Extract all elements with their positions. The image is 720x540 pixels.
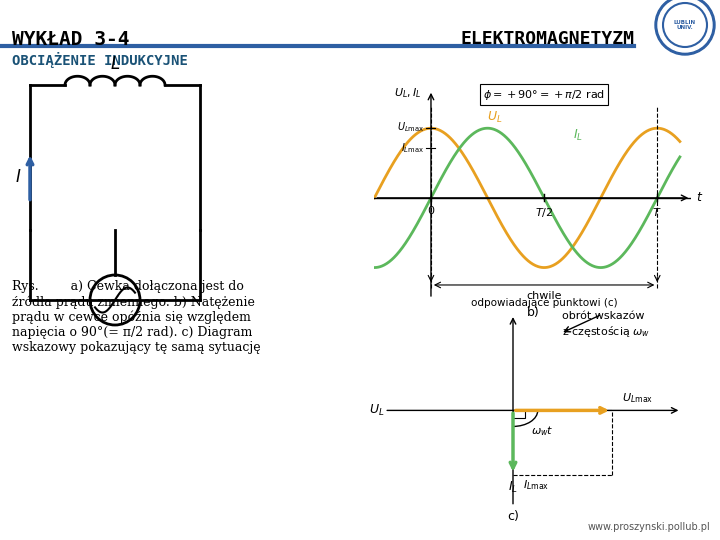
Text: $L$: $L$ <box>110 55 120 73</box>
Text: ELEKTROMAGNETYZM: ELEKTROMAGNETYZM <box>460 30 634 48</box>
Circle shape <box>655 0 715 55</box>
Text: $I$: $I$ <box>15 168 21 186</box>
Bar <box>513 410 525 418</box>
Text: $\phi = +90° = +\pi/2\ \mathrm{rad}$: $\phi = +90° = +\pi/2\ \mathrm{rad}$ <box>483 88 605 102</box>
Text: www.proszynski.pollub.pl: www.proszynski.pollub.pl <box>588 522 710 532</box>
Text: $I_L$: $I_L$ <box>573 127 583 143</box>
Text: $I_{L\mathrm{max}}$: $I_{L\mathrm{max}}$ <box>401 141 424 154</box>
Text: $I_L$: $I_L$ <box>508 480 518 495</box>
Text: b): b) <box>526 306 539 319</box>
Text: $I_{L\mathrm{max}}$: $I_{L\mathrm{max}}$ <box>523 478 549 491</box>
Text: $U_{L\mathrm{max}}$: $U_{L\mathrm{max}}$ <box>397 120 424 134</box>
Text: $T$: $T$ <box>652 206 662 218</box>
Text: LUBLIN
UNIV.: LUBLIN UNIV. <box>674 19 696 30</box>
Text: $t$: $t$ <box>696 191 703 204</box>
Circle shape <box>658 0 712 52</box>
Text: obrót wskazów: obrót wskazów <box>562 311 645 321</box>
Text: $\omega_w t$: $\omega_w t$ <box>531 424 554 438</box>
Text: $U_L$: $U_L$ <box>487 110 502 125</box>
Text: c): c) <box>507 510 519 523</box>
Text: z częstością $\omega_w$: z częstością $\omega_w$ <box>562 324 651 339</box>
Text: 0: 0 <box>428 206 434 216</box>
Text: $U_{L\mathrm{max}}$: $U_{L\mathrm{max}}$ <box>622 392 653 405</box>
Text: chwile: chwile <box>526 291 562 301</box>
Text: Rys.        a) Cewka dołączona jest do
źródła prądu zmiennego. b) Natężenie
prąd: Rys. a) Cewka dołączona jest do źródła p… <box>12 280 261 354</box>
Text: $U_L, I_L$: $U_L, I_L$ <box>395 86 422 100</box>
Text: $U_L$: $U_L$ <box>369 403 384 418</box>
Text: WYKŁAD 3-4: WYKŁAD 3-4 <box>12 30 130 49</box>
Text: OBCIĄŻENIE INDUKCYJNE: OBCIĄŻENIE INDUKCYJNE <box>12 52 188 68</box>
Text: $T/2$: $T/2$ <box>535 206 553 219</box>
Text: odpowiadające punktowi (c): odpowiadające punktowi (c) <box>471 298 618 307</box>
